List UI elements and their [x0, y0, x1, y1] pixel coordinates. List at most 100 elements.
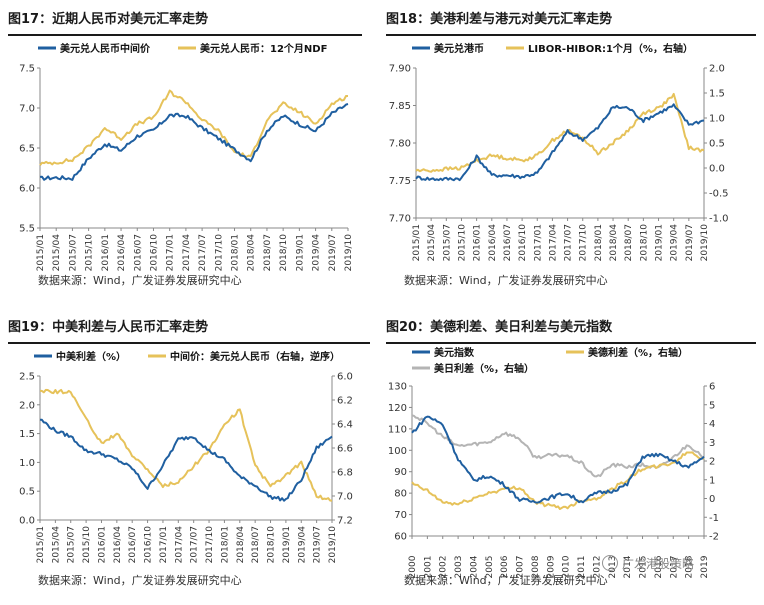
- x-tick-label: 2015/01: [36, 526, 46, 563]
- y-tick-label: 60: [394, 532, 407, 543]
- x-tick-label: 2019/10: [328, 526, 338, 564]
- x-tick-label: 2015/07: [67, 526, 77, 563]
- legend-label: 美日利差（%，右轴）: [434, 362, 534, 375]
- source-note: 数据来源：Wind，广发证券发展研究中心: [38, 574, 242, 587]
- x-tick-label: 2017/07: [198, 234, 208, 271]
- x-tick-label: 2019/07: [328, 234, 338, 271]
- x-tick-label: 2018/07: [251, 526, 261, 563]
- x-tick-label: 2000: [408, 555, 418, 578]
- x-tick-label: 2012: [592, 556, 602, 579]
- x-tick-label: 2002: [439, 556, 449, 579]
- y-tick-label: 2.5: [19, 372, 35, 383]
- x-tick-label: 2018/04: [247, 234, 257, 272]
- y-tick-label: 7.5: [19, 64, 35, 75]
- x-tick-label: 2019/04: [670, 224, 680, 262]
- x-tick-label: 2004: [469, 555, 479, 578]
- x-tick-label: 2015: [639, 556, 649, 579]
- x-tick-label: 2016/04: [488, 224, 498, 262]
- x-tick-label: 2017: [669, 556, 679, 579]
- y2-tick-label: -1: [709, 513, 719, 524]
- x-tick-label: 2017/07: [190, 526, 200, 563]
- x-tick-label: 2015/04: [52, 234, 62, 272]
- y2-tick-label: -2: [709, 532, 719, 543]
- source-note: 数据来源：Wind，广发证券发展研究中心: [38, 274, 242, 287]
- chart-title: 图18：美港利差与港元对美元汇率走势: [386, 12, 613, 27]
- x-tick-label: 2003: [454, 556, 464, 579]
- x-tick-label: 2018/07: [624, 224, 634, 261]
- chart-panel-18: 图18：美港利差与港元对美元汇率走势 7.70 7.75 7.80 7.85 7.90 -…: [386, 8, 756, 290]
- y-tick-label: 110: [388, 424, 407, 435]
- chart-panel-17: 图17：近期人民币对美元汇率走势 5.5 6.0 6.5 7.0 7.5 2015/01 2…: [8, 8, 364, 290]
- x-tick-label: 2016/04: [113, 526, 123, 564]
- chart-svg: 7.70 7.75 7.80 7.85 7.90 -1.0 -0.5 0.0 0.5 1.0 1.5…: [389, 42, 729, 262]
- x-tick-label: 2019/10: [344, 234, 354, 272]
- x-tick-label: 2008: [531, 555, 541, 578]
- x-tick-label: 2017/04: [174, 526, 184, 564]
- x-tick-label: 2015/10: [82, 526, 92, 564]
- chart-panel-20: 图20：美德利差、美日利差与美元指数 60 70 80 90 100 110 120 130-…: [386, 316, 756, 598]
- y2-tick-label: 0: [709, 494, 715, 505]
- y2-tick-label: 0.0: [709, 164, 725, 175]
- y-tick-label: 0.0: [19, 516, 35, 527]
- y-tick-label: 1.0: [19, 458, 35, 469]
- x-tick-label: 2018/07: [263, 234, 273, 271]
- y2-tick-label: 3: [709, 438, 715, 449]
- title-rule: [386, 342, 756, 344]
- chart-panel-19: 图19：中美利差与人民币汇率走势 0.0 0.5 1.0 1.5 2.0 2.5 6.0 6.…: [8, 316, 374, 598]
- legend-label: LIBOR-HIBOR:1个月（%，右轴）: [528, 42, 693, 55]
- chart-svg: 5.5 6.0 6.5 7.0 7.5 2015/01 2015/04 2015/07 2015…: [19, 42, 354, 272]
- y-tick-label: 70: [394, 510, 407, 521]
- x-tick-label: 2016/10: [518, 224, 528, 262]
- x-tick-label: 2015/04: [427, 224, 437, 262]
- series-line: [411, 451, 705, 510]
- x-tick-label: 2005: [485, 556, 495, 579]
- y2-tick-label: 1.5: [709, 89, 725, 100]
- y-tick-label: 120: [388, 403, 407, 414]
- y-tick-label: 6.0: [19, 184, 35, 195]
- x-tick-label: 2016/04: [117, 234, 127, 272]
- x-tick-label: 2015/01: [36, 234, 46, 271]
- x-tick-label: 2011: [577, 556, 587, 579]
- x-tick-label: 2016/07: [133, 234, 143, 271]
- x-tick-label: 2017/01: [533, 224, 543, 261]
- x-tick-label: 2019/07: [313, 526, 323, 563]
- y2-tick-label: 4: [709, 419, 715, 430]
- x-tick-label: 2018: [685, 555, 695, 578]
- series-line: [39, 418, 333, 502]
- y2-tick-label: -0.5: [709, 189, 729, 200]
- x-tick-label: 2017/04: [548, 224, 558, 262]
- x-tick-label: 2016/10: [149, 234, 159, 272]
- y2-tick-label: 7.2: [337, 516, 353, 527]
- x-tick-label: 2016/01: [473, 224, 483, 261]
- y2-tick-label: 6.6: [337, 444, 353, 455]
- y-tick-label: 80: [394, 489, 407, 500]
- series-line: [39, 103, 349, 181]
- y2-tick-label: 7.0: [337, 492, 353, 503]
- x-tick-label: 2019/01: [282, 526, 292, 563]
- y2-tick-label: 1: [709, 475, 715, 486]
- y-tick-label: 7.0: [19, 104, 35, 115]
- watermark: 广发港股策略: [601, 555, 694, 572]
- x-tick-label: 2016/01: [97, 526, 107, 563]
- title-rule: [8, 34, 362, 36]
- x-tick-label: 2018/04: [236, 526, 246, 564]
- x-tick-label: 2006: [500, 555, 510, 578]
- x-tick-label: 2014: [623, 555, 633, 578]
- y-tick-label: 0.5: [19, 487, 35, 498]
- y2-tick-label: 6.0: [337, 372, 353, 383]
- x-tick-label: 2016/01: [101, 234, 111, 271]
- y-tick-label: 100: [388, 446, 407, 457]
- series-line: [411, 415, 705, 504]
- y-tick-label: 5.5: [19, 224, 35, 235]
- chart-svg: 60 70 80 90 100 110 120 130 -2 -1 0 1 2 3 4 5 6 2000 2001 2…: [388, 346, 719, 579]
- x-tick-label: 2016/07: [128, 526, 138, 563]
- series-line: [415, 103, 705, 182]
- y-tick-label: 6.5: [19, 144, 35, 155]
- chart-title: 图17：近期人民币对美元汇率走势: [8, 12, 209, 27]
- x-tick-label: 2018/10: [279, 234, 289, 272]
- series-line: [40, 388, 333, 502]
- x-tick-label: 2016: [654, 555, 664, 578]
- x-tick-label: 2017/01: [166, 234, 176, 271]
- x-tick-label: 2015/10: [457, 224, 467, 262]
- x-tick-label: 2018/01: [231, 234, 241, 271]
